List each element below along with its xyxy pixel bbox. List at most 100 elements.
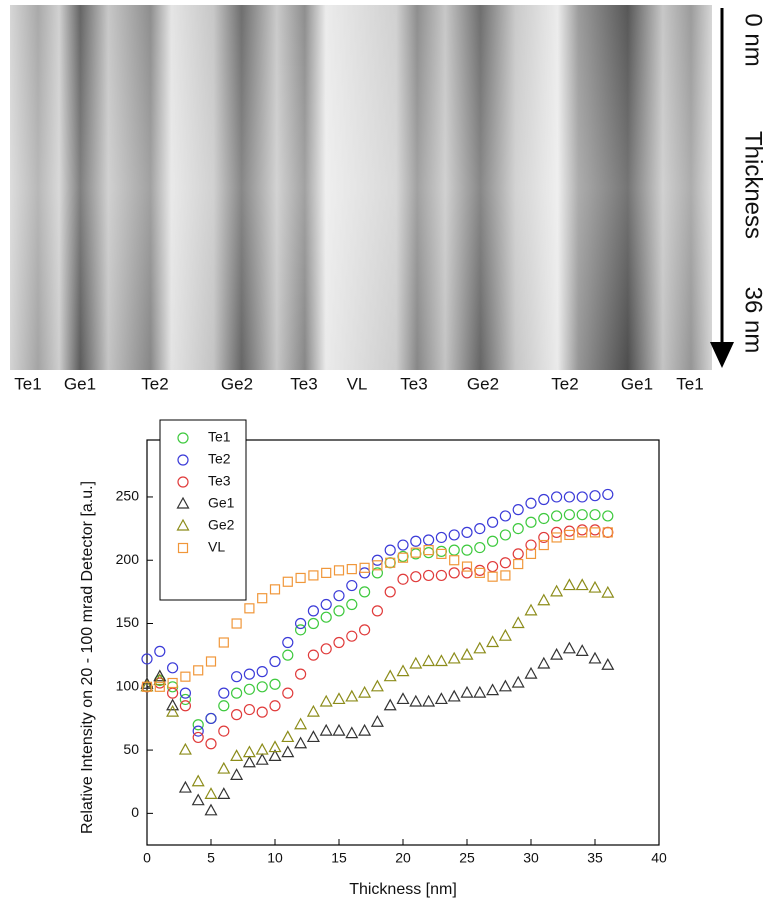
data-point: [359, 624, 371, 636]
legend-marker: [177, 432, 189, 444]
arrow-label: 0 nm: [740, 13, 767, 66]
data-point: [551, 532, 562, 543]
data-point: [410, 571, 422, 583]
data-point: [461, 544, 473, 556]
data-point: [154, 677, 166, 689]
data-point: [218, 687, 230, 699]
data-point: [295, 572, 306, 584]
data-point: [538, 539, 549, 551]
x-tick-label: 20: [395, 850, 411, 866]
data-point: [447, 689, 461, 702]
x-tick-label: 25: [459, 850, 475, 866]
x-tick-label: 0: [143, 850, 151, 866]
data-point: [282, 649, 294, 661]
data-point: [498, 679, 512, 692]
data-point: [218, 700, 230, 712]
y-tick-label: 50: [123, 741, 139, 757]
data-point: [486, 635, 500, 648]
stem-image-panel: [10, 5, 734, 370]
data-point: [180, 671, 191, 682]
data-point: [191, 774, 205, 787]
data-point: [474, 522, 486, 535]
data-point: [460, 647, 474, 660]
data-point: [486, 683, 500, 696]
data-point: [487, 535, 499, 547]
data-point: [230, 768, 244, 780]
data-point: [396, 692, 410, 705]
data-point: [244, 603, 255, 614]
data-point: [602, 488, 614, 501]
data-point: [140, 677, 154, 689]
legend-marker: [176, 518, 190, 531]
column-label: Ge1: [64, 374, 96, 393]
data-point: [204, 803, 218, 816]
data-point: [525, 548, 537, 560]
data-point: [141, 681, 153, 692]
data-point: [576, 491, 588, 503]
data-point: [385, 557, 396, 568]
data-point: [306, 704, 320, 717]
data-point: [282, 687, 294, 699]
data-point: [333, 565, 345, 576]
data-point: [474, 541, 486, 554]
data-point: [192, 725, 204, 737]
data-point: [487, 560, 499, 573]
column-label: Ge2: [467, 374, 499, 393]
data-point: [563, 509, 576, 521]
x-tick-label: 15: [331, 850, 347, 866]
data-point: [550, 491, 563, 503]
legend-marker: [177, 476, 189, 488]
y-tick-label: 150: [116, 614, 140, 630]
data-point: [191, 793, 205, 806]
data-point: [511, 675, 525, 688]
data-point: [359, 562, 370, 573]
data-point: [435, 569, 447, 582]
data-point: [256, 666, 268, 678]
y-tick-label: 0: [131, 804, 139, 820]
data-point: [333, 590, 345, 602]
data-point: [589, 527, 601, 538]
legend-label: Ge1: [208, 495, 235, 511]
data-point: [588, 651, 602, 664]
data-point: [282, 636, 294, 649]
data-point: [358, 723, 372, 736]
data-point: [562, 641, 576, 654]
data-point: [499, 510, 511, 522]
data-point: [474, 567, 485, 578]
data-point: [448, 529, 460, 541]
data-point: [218, 637, 229, 648]
data-point: [307, 617, 319, 630]
x-axis-title: Thickness [nm]: [349, 881, 457, 898]
data-point: [448, 567, 460, 579]
data-point: [243, 668, 255, 680]
data-point: [269, 584, 281, 595]
y-tick-label: 250: [116, 488, 140, 504]
data-point: [589, 490, 601, 502]
data-point: [473, 641, 487, 654]
data-point: [231, 687, 243, 699]
data-point: [423, 547, 435, 559]
data-point: [434, 654, 448, 667]
data-point: [295, 617, 307, 630]
data-point: [179, 687, 191, 699]
data-point: [256, 706, 268, 718]
data-point: [550, 647, 564, 660]
data-point: [205, 656, 217, 667]
data-point: [575, 578, 589, 591]
data-point: [308, 570, 319, 581]
data-point: [179, 700, 191, 712]
data-point: [525, 497, 537, 509]
data-point: [295, 624, 307, 636]
data-point: [167, 662, 179, 674]
data-point: [243, 683, 255, 695]
data-point: [231, 618, 242, 629]
data-point: [205, 712, 217, 725]
data-point: [524, 603, 538, 616]
data-point: [359, 586, 371, 598]
x-tick-label: 5: [207, 850, 215, 866]
data-point: [575, 644, 589, 656]
data-point: [319, 723, 333, 736]
data-point: [153, 669, 167, 682]
data-point: [218, 725, 230, 737]
data-point: [538, 531, 550, 544]
